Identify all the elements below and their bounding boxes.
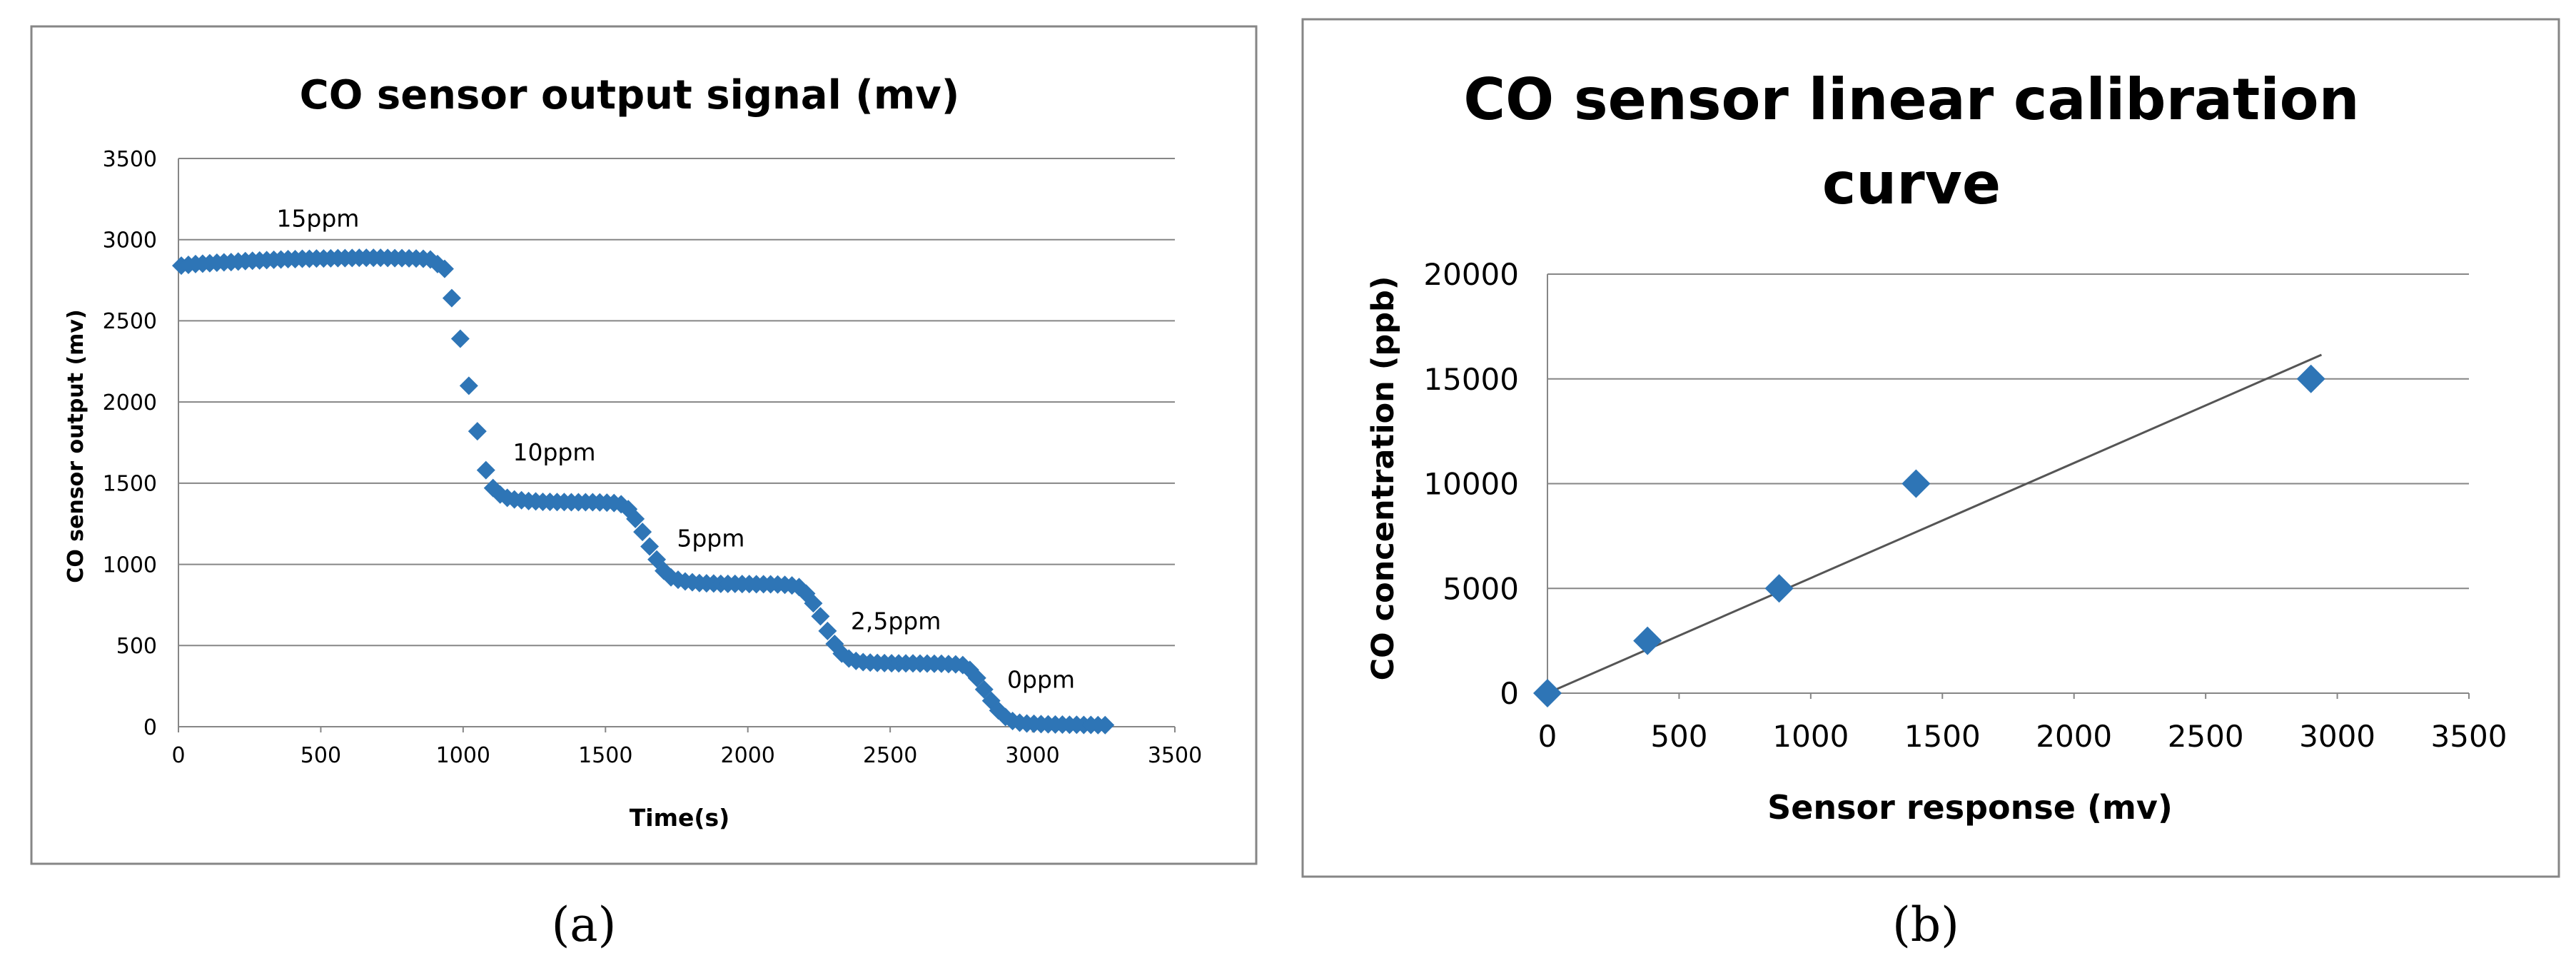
b-ytick-label: 10000	[1423, 467, 1519, 502]
b-data-point	[1901, 469, 1931, 498]
b-ytick-label: 15000	[1423, 362, 1519, 397]
a-xtick-label: 3000	[1005, 743, 1059, 768]
a-data-point	[640, 537, 660, 556]
a-data-point	[476, 460, 495, 480]
chart-a-caption: (a)	[552, 897, 617, 952]
a-data-point	[450, 329, 470, 348]
b-xtick-label: 2500	[2168, 719, 2244, 754]
a-xtick-label: 500	[300, 743, 341, 768]
a-data-point	[442, 288, 461, 308]
a-data-point	[818, 621, 837, 640]
a-annotation-3: 2,5ppm	[851, 607, 941, 635]
a-data-point	[626, 509, 645, 528]
a-xtick-label: 0	[171, 743, 185, 768]
a-ytick-label: 3000	[103, 228, 157, 253]
b-data-point	[1633, 626, 1662, 655]
chart-a-series	[171, 248, 1115, 735]
b-xtick-label: 0	[1538, 719, 1557, 754]
a-data-point	[1096, 715, 1115, 735]
a-data-point	[459, 376, 478, 395]
chart-a: CO sensor output signal (mv) 0 500 1000 150…	[30, 25, 1258, 952]
a-ytick-label: 1500	[103, 472, 157, 497]
a-ytick-label: 3500	[103, 147, 157, 172]
chart-b-title-line-2: curve	[1822, 151, 2001, 217]
b-ytick-label: 20000	[1423, 257, 1519, 292]
a-ytick-label: 0	[143, 715, 157, 740]
a-ytick-label: 1000	[103, 553, 157, 578]
chart-a-title: CO sensor output signal (mv)	[300, 72, 960, 119]
chart-a-ylabel: CO sensor output (mv)	[64, 309, 89, 583]
b-xtick-label: 1000	[1772, 719, 1849, 754]
a-data-point	[633, 523, 652, 542]
chart-a-xlabel: Time(s)	[630, 804, 729, 832]
a-annotation-4: 0ppm	[1007, 665, 1075, 693]
a-annotation-2: 5ppm	[677, 525, 744, 553]
b-xtick-label: 3000	[2299, 719, 2375, 754]
chart-b-caption: (b)	[1892, 897, 1959, 952]
a-xtick-label: 3500	[1148, 743, 1202, 768]
chart-b-series	[1533, 364, 2325, 707]
b-xtick-label: 2000	[2036, 719, 2112, 754]
a-annotation-1: 10ppm	[512, 438, 595, 466]
chart-a-tick-labels: 0 500 1000 1500 2000 2500 3000 3500 0 500 1000 1500…	[103, 147, 1203, 768]
chart-b: CO sensor linear calibration curve 05000…	[1301, 18, 2560, 952]
chart-b-border	[1301, 18, 2560, 878]
b-ytick-label: 5000	[1443, 571, 1519, 606]
a-xtick-label: 2000	[721, 743, 775, 768]
b-data-point	[2296, 364, 2325, 393]
b-xtick-label: 3500	[2431, 719, 2507, 754]
b-xtick-label: 1500	[1904, 719, 1981, 754]
chart-a-gridlines	[178, 158, 1175, 647]
b-ytick-label: 0	[1500, 676, 1519, 711]
chart-b-title-line-1: CO sensor linear calibration	[1463, 66, 2359, 133]
b-xtick-label: 500	[1650, 719, 1707, 754]
b-data-point	[1533, 679, 1562, 707]
chart-a-border	[30, 25, 1258, 865]
chart-a-annotations: 15ppm 10ppm 5ppm 2,5ppm 0ppm	[276, 205, 1075, 694]
a-xtick-label: 1500	[578, 743, 632, 768]
a-data-point	[435, 259, 454, 278]
chart-b-tick-labels: 0 5000 10000 15000 20000 0 500 1000 1500 2000 2500…	[1423, 257, 2507, 754]
b-trendline	[1547, 353, 2323, 695]
chart-b-trendline-group	[1547, 353, 2323, 695]
a-data-point	[468, 422, 487, 441]
chart-b-gridlines	[1547, 273, 2469, 590]
a-data-point	[804, 594, 823, 613]
a-ytick-label: 2500	[103, 309, 157, 334]
a-xtick-label: 1000	[436, 743, 490, 768]
a-ytick-label: 2000	[103, 390, 157, 415]
chart-b-ylabel: CO concentration (ppb)	[1365, 276, 1401, 681]
a-xtick-label: 2500	[863, 743, 917, 768]
chart-b-xlabel: Sensor response (mv)	[1767, 788, 2173, 827]
b-data-point	[1764, 574, 1794, 603]
a-annotation-0: 15ppm	[276, 205, 359, 233]
a-data-point	[811, 607, 830, 626]
chart-b-axes	[1547, 274, 2470, 699]
a-ytick-label: 500	[116, 634, 157, 659]
